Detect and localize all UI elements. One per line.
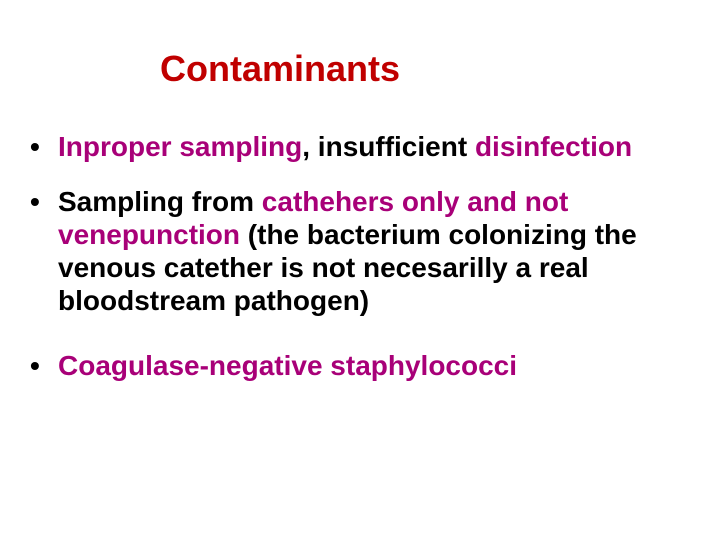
bullet-item: Inproper sampling, insufficient disinfec… [30, 130, 700, 163]
slide: Contaminants Inproper sampling, insuffic… [0, 0, 720, 540]
text-run: Coagulase-negative staphylococci [58, 350, 517, 381]
text-run: , insufficient [302, 131, 475, 162]
text-run: Sampling from [58, 186, 262, 217]
text-run: Inproper sampling [58, 131, 302, 162]
bullet-list: Coagulase-negative staphylococci [30, 349, 700, 382]
bullet-list: Sampling from cathehers only and not ven… [30, 185, 700, 317]
bullet-item: Coagulase-negative staphylococci [30, 349, 700, 382]
bullet-item: Sampling from cathehers only and not ven… [30, 185, 700, 317]
slide-title: Contaminants [160, 48, 400, 90]
bullet-list: Inproper sampling, insufficient disinfec… [30, 130, 700, 163]
text-run: disinfection [475, 131, 632, 162]
slide-body: Inproper sampling, insufficient disinfec… [30, 130, 700, 382]
